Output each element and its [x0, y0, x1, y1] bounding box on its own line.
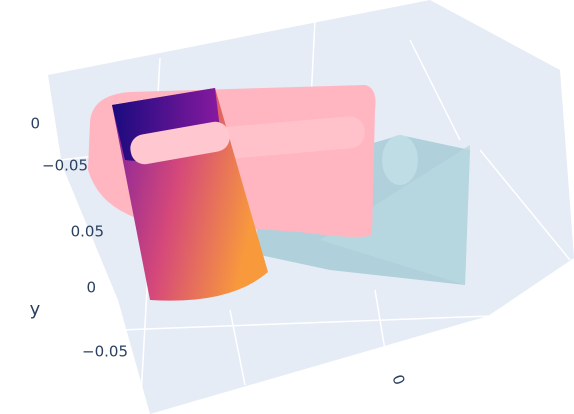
blue-shape	[382, 135, 418, 185]
y-axis-title: y	[30, 299, 41, 320]
z-tick-label: −0.05	[42, 157, 88, 175]
z-tick-label: 0	[30, 115, 40, 133]
y-tick-label: 0.05	[71, 223, 104, 241]
y-tick-label: 0	[86, 279, 96, 297]
y-tick-label: −0.05	[82, 343, 128, 361]
x-tick-label: 0	[388, 372, 408, 387]
blue-shape	[320, 145, 470, 285]
point-clouds	[88, 85, 470, 301]
pink-band	[130, 121, 230, 165]
